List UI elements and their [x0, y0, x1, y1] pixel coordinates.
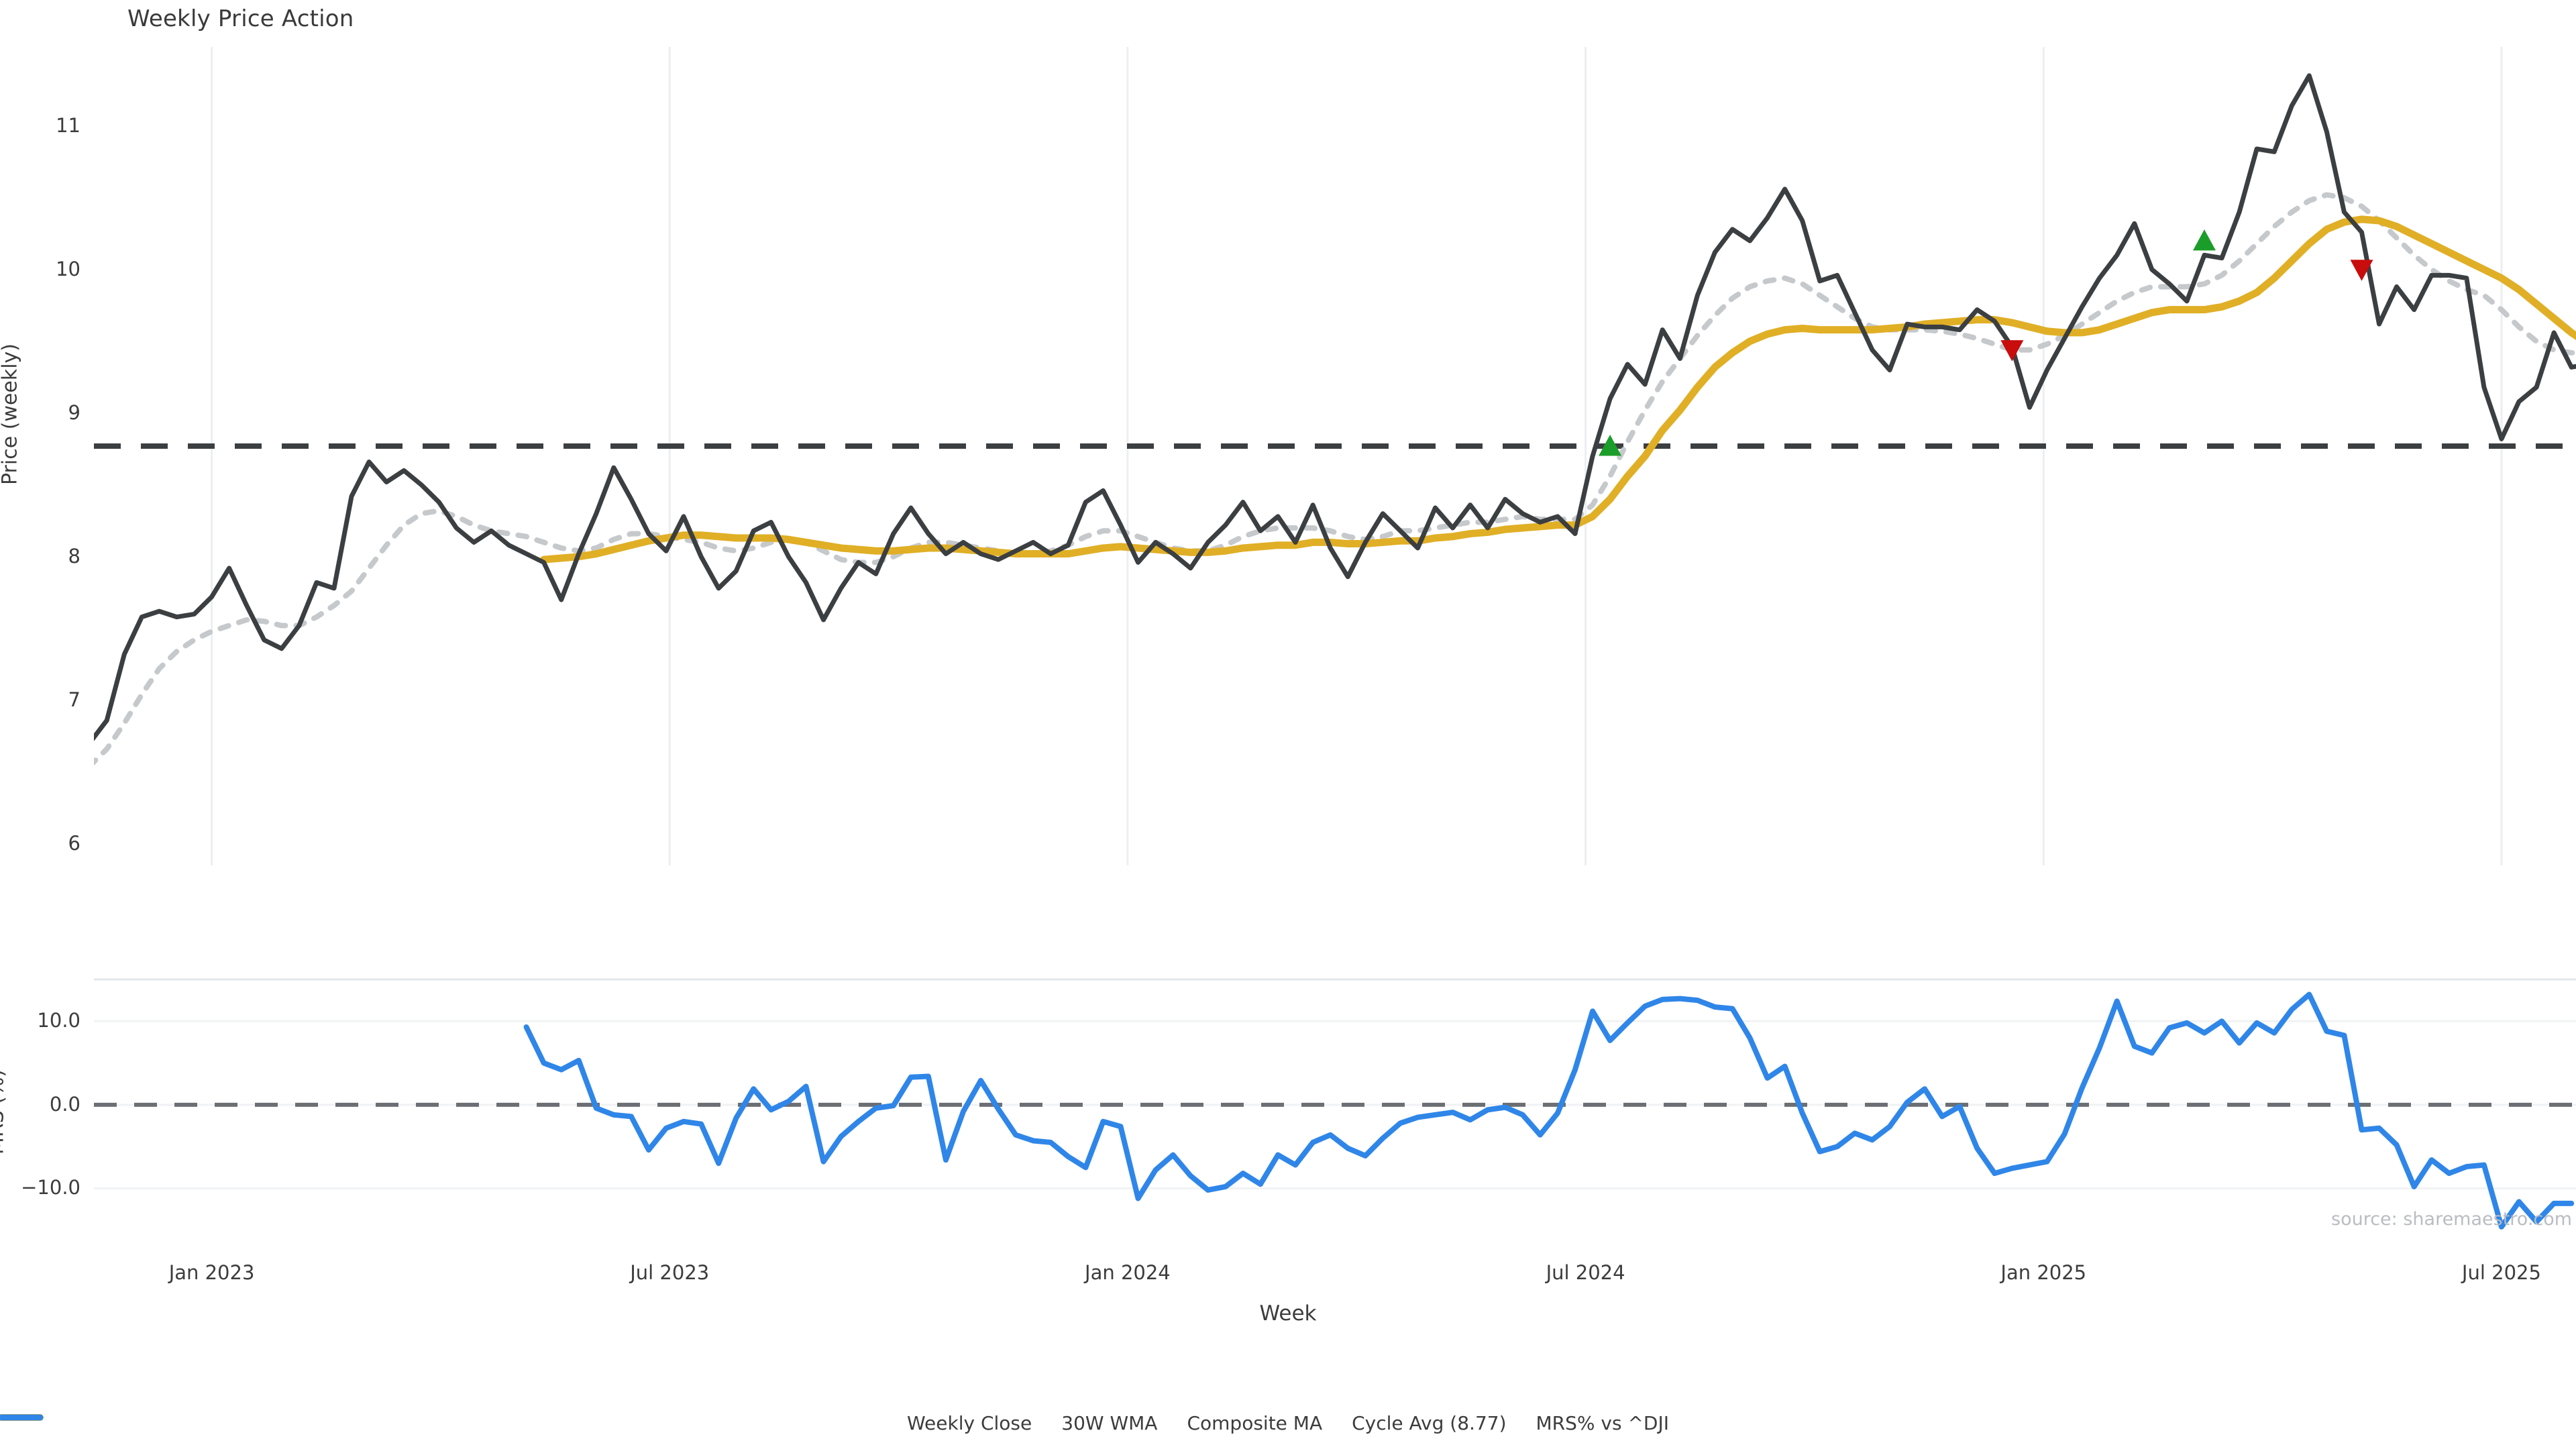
x-axis-label: Week [1259, 1301, 1317, 1326]
price-y-tick: 11 [56, 113, 80, 137]
x-tick: Jan 2024 [1085, 1261, 1171, 1284]
buy-signal-marker [2192, 229, 2216, 251]
x-tick: Jul 2023 [630, 1261, 710, 1284]
sell-signal-marker [2000, 340, 2024, 362]
legend-label: Cycle Avg (8.77) [1352, 1412, 1507, 1434]
x-tick: Jan 2023 [168, 1261, 255, 1284]
legend-item[interactable]: Weekly Close [0, 1412, 1032, 1434]
legend-item[interactable]: MRS% vs ^DJI [0, 1412, 1670, 1434]
price-y-tick: 9 [68, 400, 80, 424]
legend-label: MRS% vs ^DJI [1536, 1412, 1670, 1434]
series-composite-ma [94, 192, 2576, 766]
mrs-chart-plot [94, 978, 2576, 1230]
legend-item[interactable]: Cycle Avg (8.77) [0, 1412, 1507, 1434]
series-weekly-close [94, 73, 2576, 741]
series-30w-wma [540, 215, 2576, 564]
legend-swatch-solid [0, 1414, 44, 1421]
legend-label: Composite MA [1187, 1412, 1323, 1434]
legend-item[interactable]: Composite MA [0, 1412, 1323, 1434]
price-y-tick: 10 [56, 257, 80, 280]
page-title: Weekly Price Action [127, 5, 354, 32]
price-chart-plot [94, 47, 2576, 865]
legend-item[interactable]: 30W WMA [0, 1412, 1158, 1434]
x-tick: Jan 2025 [2000, 1261, 2087, 1284]
series-mrs-vs-dji [523, 991, 2575, 1230]
price-y-tick: 7 [68, 688, 80, 711]
chart-legend: Weekly Close 30W WMA Composite MA Cycle Avg… [0, 1412, 2576, 1434]
sell-signal-marker [2350, 260, 2373, 281]
x-tick: Jul 2025 [2461, 1261, 2541, 1284]
mrs-y-tick: 10.0 [37, 1009, 80, 1032]
legend-label: Weekly Close [907, 1412, 1032, 1434]
mrs-y-tick: 0.0 [49, 1092, 80, 1116]
price-y-tick: 8 [68, 544, 80, 568]
legend-label: 30W WMA [1061, 1412, 1158, 1434]
mrs-y-tick: −10.0 [21, 1176, 80, 1199]
x-tick: Jul 2024 [1546, 1261, 1625, 1284]
price-y-tick: 6 [68, 831, 80, 855]
buy-signal-marker [1599, 435, 1622, 456]
source-watermark: source: sharemaestro.com [2331, 1209, 2573, 1230]
